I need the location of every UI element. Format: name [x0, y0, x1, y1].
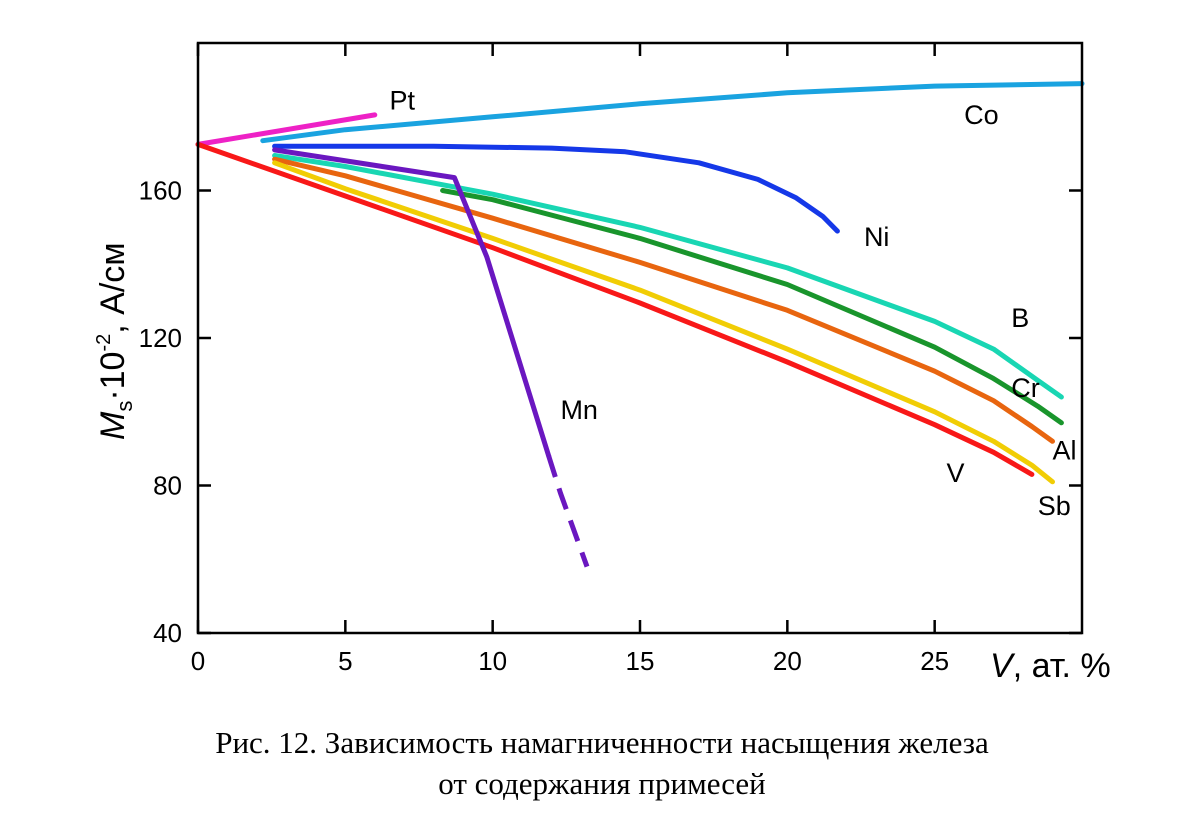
y-axis-symbol: M	[94, 411, 132, 440]
series-label-v: V	[946, 458, 964, 488]
series-line-ni	[272, 143, 840, 234]
x-tick-label: 25	[920, 646, 949, 676]
y-axis-multiplier: ·10	[94, 352, 132, 401]
series-line-pt	[195, 112, 378, 147]
series-label-ni: Ni	[864, 222, 890, 252]
series-line-cr	[440, 188, 1064, 426]
series-line-co	[260, 81, 1085, 144]
caption-line1: Рис. 12. Зависимость намагниченности нас…	[215, 725, 989, 760]
series-line-al	[272, 156, 1055, 444]
series-line-b	[272, 153, 1064, 400]
y-tick-label: 80	[153, 471, 182, 501]
series-line-mn-dashed	[546, 455, 590, 568]
y-tick-label: 160	[139, 176, 182, 206]
y-axis-subscript: s	[112, 401, 137, 412]
series-layer	[195, 81, 1085, 568]
x-axis-title: V, ат. %	[990, 647, 1111, 685]
series-label-pt: Pt	[390, 85, 416, 115]
series-line-mn	[272, 147, 552, 459]
ticks-layer: 0 5 10 15 20 25 40 80 120 160	[139, 43, 1082, 676]
x-tick-label: 15	[626, 646, 655, 676]
series-label-co: Co	[964, 100, 999, 130]
series-line-v	[272, 160, 1055, 485]
series-line-sb	[195, 141, 1035, 477]
series-label-al: Al	[1053, 436, 1077, 466]
x-tick-label: 5	[338, 646, 352, 676]
y-axis-superscript: -2	[93, 334, 115, 352]
series-label-b: B	[1011, 303, 1029, 333]
labels-layer: Pt Co Ni B Cr Mn Al V Sb	[390, 85, 1077, 521]
y-tick-label: 40	[153, 618, 182, 648]
series-label-mn: Mn	[560, 395, 598, 425]
y-tick-label: 120	[139, 323, 182, 353]
x-tick-label: 10	[478, 646, 507, 676]
caption-line2: от содержания примесей	[438, 766, 766, 801]
y-axis-title: Ms·10-2, А/см	[93, 242, 137, 440]
x-tick-label: 0	[191, 646, 205, 676]
x-axis-symbol: V	[990, 647, 1016, 685]
x-axis-unit: , ат. %	[1013, 647, 1111, 685]
series-label-cr: Cr	[1011, 373, 1040, 403]
series-label-sb: Sb	[1038, 491, 1071, 521]
y-axis-unit: , А/см	[94, 242, 132, 333]
chart: 0 5 10 15 20 25 40 80 120 160 Pt Co Ni B Cr Mn Al V Sb V,…	[93, 41, 1111, 685]
x-tick-label: 20	[773, 646, 802, 676]
